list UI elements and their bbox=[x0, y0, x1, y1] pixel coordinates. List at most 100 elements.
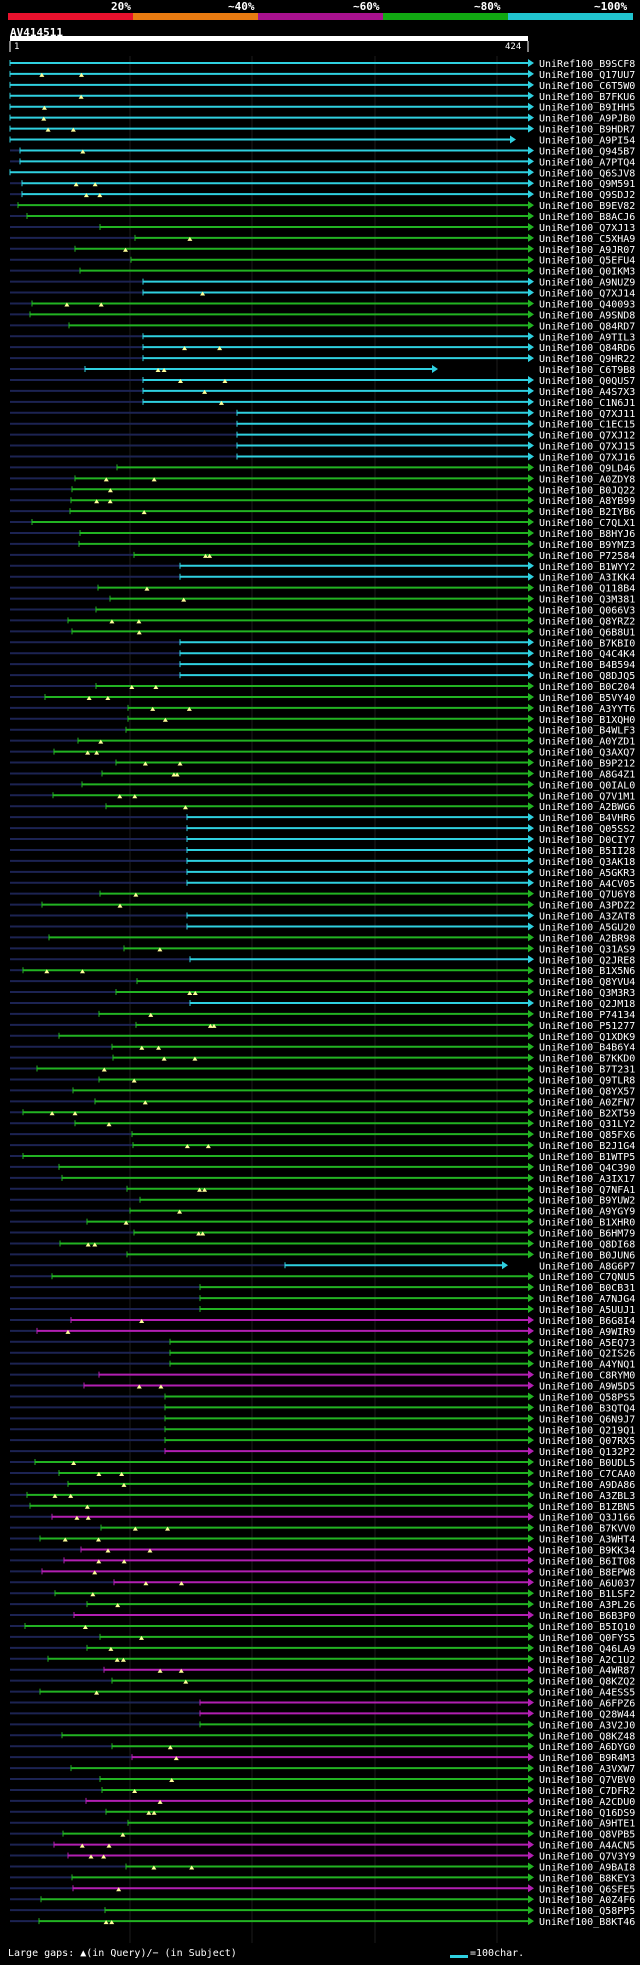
hit-arrow-159 bbox=[528, 1796, 534, 1805]
hit-arrow-154 bbox=[528, 1742, 534, 1751]
scale-label-100: ~100% bbox=[594, 0, 628, 13]
hit-name-158: UniRef100_C7DFR2 bbox=[539, 1786, 635, 1797]
hit-name-128: UniRef100_B0UDL5 bbox=[539, 1458, 635, 1469]
gap-marker-6-0 bbox=[70, 127, 76, 132]
hit-name-101: UniRef100_Q4C390 bbox=[539, 1163, 635, 1174]
hit-arrow-104 bbox=[528, 1195, 534, 1204]
gap-marker-11-1 bbox=[92, 182, 98, 187]
hit-name-143: UniRef100_B5IQ10 bbox=[539, 1622, 635, 1633]
hit-arrow-150 bbox=[528, 1698, 534, 1707]
hit-name-61: UniRef100_B4WLF3 bbox=[539, 726, 635, 737]
hit-arrow-131 bbox=[528, 1490, 534, 1499]
hit-name-77: UniRef100_A3PDZ2 bbox=[539, 901, 635, 912]
hit-name-17: UniRef100_A9JR07 bbox=[539, 245, 635, 256]
hit-arrow-110 bbox=[502, 1261, 508, 1270]
hit-arrow-81 bbox=[528, 944, 534, 953]
hit-arrow-31 bbox=[528, 397, 534, 406]
hit-arrow-114 bbox=[528, 1305, 534, 1314]
hit-name-153: UniRef100_Q8KZ48 bbox=[539, 1731, 635, 1742]
hit-arrow-115 bbox=[528, 1315, 534, 1324]
gap-marker-63-0 bbox=[85, 750, 91, 755]
hit-name-7: UniRef100_A9PI54 bbox=[539, 136, 635, 147]
hit-arrow-60 bbox=[528, 714, 534, 723]
gap-marker-146-0 bbox=[120, 1657, 126, 1662]
hit-arrow-132 bbox=[528, 1501, 534, 1510]
hit-arrow-100 bbox=[528, 1152, 534, 1160]
gap-marker-162-0 bbox=[120, 1832, 126, 1837]
gap-marker-97-0 bbox=[106, 1122, 112, 1127]
hit-name-72: UniRef100_B5II28 bbox=[539, 846, 635, 857]
hit-name-98: UniRef100_Q85FX6 bbox=[539, 1130, 635, 1141]
hit-name-8: UniRef100_Q945B7 bbox=[539, 146, 635, 157]
hit-name-145: UniRef100_Q46LA9 bbox=[539, 1644, 635, 1655]
hit-name-147: UniRef100_A4WR87 bbox=[539, 1666, 635, 1677]
hit-name-169: UniRef100_Q58PP5 bbox=[539, 1906, 635, 1917]
hit-arrow-34 bbox=[528, 430, 534, 439]
hit-name-65: UniRef100_A8G4Z1 bbox=[539, 769, 635, 780]
gap-marker-60-0 bbox=[162, 717, 168, 722]
hit-arrow-91 bbox=[528, 1053, 534, 1062]
hit-arrow-92 bbox=[528, 1064, 534, 1073]
hit-arrow-23 bbox=[528, 310, 534, 319]
hit-arrow-106 bbox=[528, 1217, 534, 1226]
hit-arrow-75 bbox=[528, 878, 534, 887]
hit-name-64: UniRef100_B9P212 bbox=[539, 759, 635, 770]
hit-arrow-72 bbox=[528, 845, 534, 854]
gap-marker-133-1 bbox=[85, 1515, 91, 1520]
hit-name-69: UniRef100_B4VHR6 bbox=[539, 813, 635, 824]
hit-name-148: UniRef100_Q8KZQ2 bbox=[539, 1677, 635, 1688]
hit-arrow-37 bbox=[528, 463, 534, 472]
hit-name-154: UniRef100_A6DYG0 bbox=[539, 1742, 635, 1753]
hit-arrow-14 bbox=[528, 212, 534, 221]
hit-arrow-146 bbox=[528, 1654, 534, 1663]
hit-arrow-8 bbox=[528, 146, 534, 155]
hit-arrow-126 bbox=[528, 1436, 534, 1445]
hit-arrow-158 bbox=[528, 1785, 534, 1794]
hit-name-48: UniRef100_Q118B4 bbox=[539, 584, 635, 595]
hit-name-85: UniRef100_Q3M3R3 bbox=[539, 988, 635, 999]
gap-marker-140-0 bbox=[90, 1592, 96, 1597]
hit-name-49: UniRef100_Q3M381 bbox=[539, 595, 635, 606]
hit-arrow-24 bbox=[528, 321, 534, 330]
hit-name-146: UniRef100_A2C1U2 bbox=[539, 1655, 635, 1666]
hit-arrow-52 bbox=[528, 627, 534, 636]
hit-arrow-76 bbox=[528, 889, 534, 898]
hit-arrow-151 bbox=[528, 1709, 534, 1718]
hit-arrow-102 bbox=[528, 1173, 534, 1182]
hit-name-30: UniRef100_A4S7X3 bbox=[539, 387, 635, 398]
gap-marker-141-0 bbox=[115, 1603, 121, 1608]
gap-marker-96-0 bbox=[72, 1111, 78, 1116]
hit-name-134: UniRef100_B7KVV0 bbox=[539, 1524, 635, 1535]
hit-arrow-99 bbox=[528, 1141, 534, 1150]
hit-arrow-84 bbox=[528, 977, 534, 986]
gap-marker-107-0 bbox=[196, 1231, 202, 1236]
hit-arrow-77 bbox=[528, 900, 534, 909]
hit-name-53: UniRef100_B7KBI0 bbox=[539, 638, 635, 649]
query-name: AV414511 bbox=[10, 26, 63, 39]
hit-name-80: UniRef100_A2BR98 bbox=[539, 933, 635, 944]
hit-name-123: UniRef100_B3QTQ4 bbox=[539, 1403, 635, 1414]
gap-marker-59-1 bbox=[186, 706, 192, 711]
hit-name-1: UniRef100_Q17UU7 bbox=[539, 70, 635, 81]
hit-name-84: UniRef100_Q8YVU4 bbox=[539, 977, 635, 988]
hit-name-34: UniRef100_Q7XJ12 bbox=[539, 431, 635, 442]
hit-name-124: UniRef100_Q6N9J7 bbox=[539, 1414, 635, 1425]
hit-name-152: UniRef100_A3V2J0 bbox=[539, 1720, 635, 1731]
hit-arrow-1 bbox=[528, 69, 534, 78]
gap-marker-129-0 bbox=[96, 1471, 102, 1476]
hit-name-138: UniRef100_B8EPW8 bbox=[539, 1567, 635, 1578]
hit-arrow-109 bbox=[528, 1250, 534, 1259]
hit-name-95: UniRef100_A0ZFN7 bbox=[539, 1097, 635, 1108]
hit-arrow-3 bbox=[528, 91, 534, 100]
hit-arrow-53 bbox=[528, 638, 534, 647]
query-end: 424 bbox=[505, 42, 522, 52]
hit-name-122: UniRef100_Q58PS5 bbox=[539, 1392, 635, 1403]
gap-marker-65-1 bbox=[171, 772, 177, 777]
hit-name-167: UniRef100_Q6SFE5 bbox=[539, 1884, 635, 1895]
hit-name-82: UniRef100_Q2JRE8 bbox=[539, 955, 635, 966]
hit-arrow-162 bbox=[528, 1829, 534, 1838]
gap-marker-170-1 bbox=[103, 1920, 109, 1925]
hit-arrow-157 bbox=[528, 1775, 534, 1784]
hit-name-105: UniRef100_A9YGY9 bbox=[539, 1207, 635, 1218]
gap-marker-93-0 bbox=[131, 1078, 137, 1083]
